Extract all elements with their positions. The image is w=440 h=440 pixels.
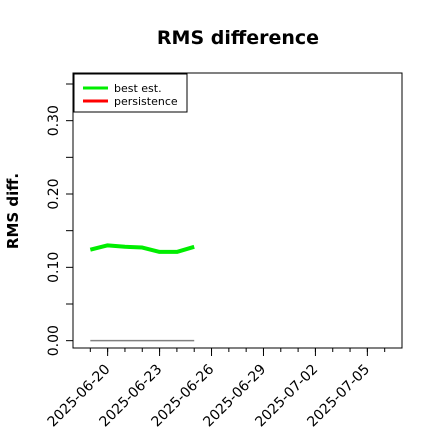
series-line-best-est <box>89 243 195 254</box>
y-axis: 0.00 0.10 0.20 0.30 <box>46 83 73 356</box>
y-tick-label: 0.10 <box>46 252 62 283</box>
legend-label-persistence: persistence <box>114 95 178 108</box>
y-tick-label: 0.00 <box>46 325 62 356</box>
y-tick-label: 0.20 <box>46 178 62 209</box>
legend-box <box>73 73 188 113</box>
y-tick-label: 0.30 <box>46 105 62 136</box>
plot-frame <box>72 72 403 349</box>
series-layer <box>89 243 195 342</box>
x-axis: 2025-06-202025-06-232025-06-262025-06-29… <box>45 348 386 430</box>
legend: best est. persistence <box>73 73 188 113</box>
y-axis-label: RMS diff. <box>4 173 22 249</box>
chart-title: RMS difference <box>157 27 319 49</box>
legend-label-best-est: best est. <box>114 82 162 95</box>
